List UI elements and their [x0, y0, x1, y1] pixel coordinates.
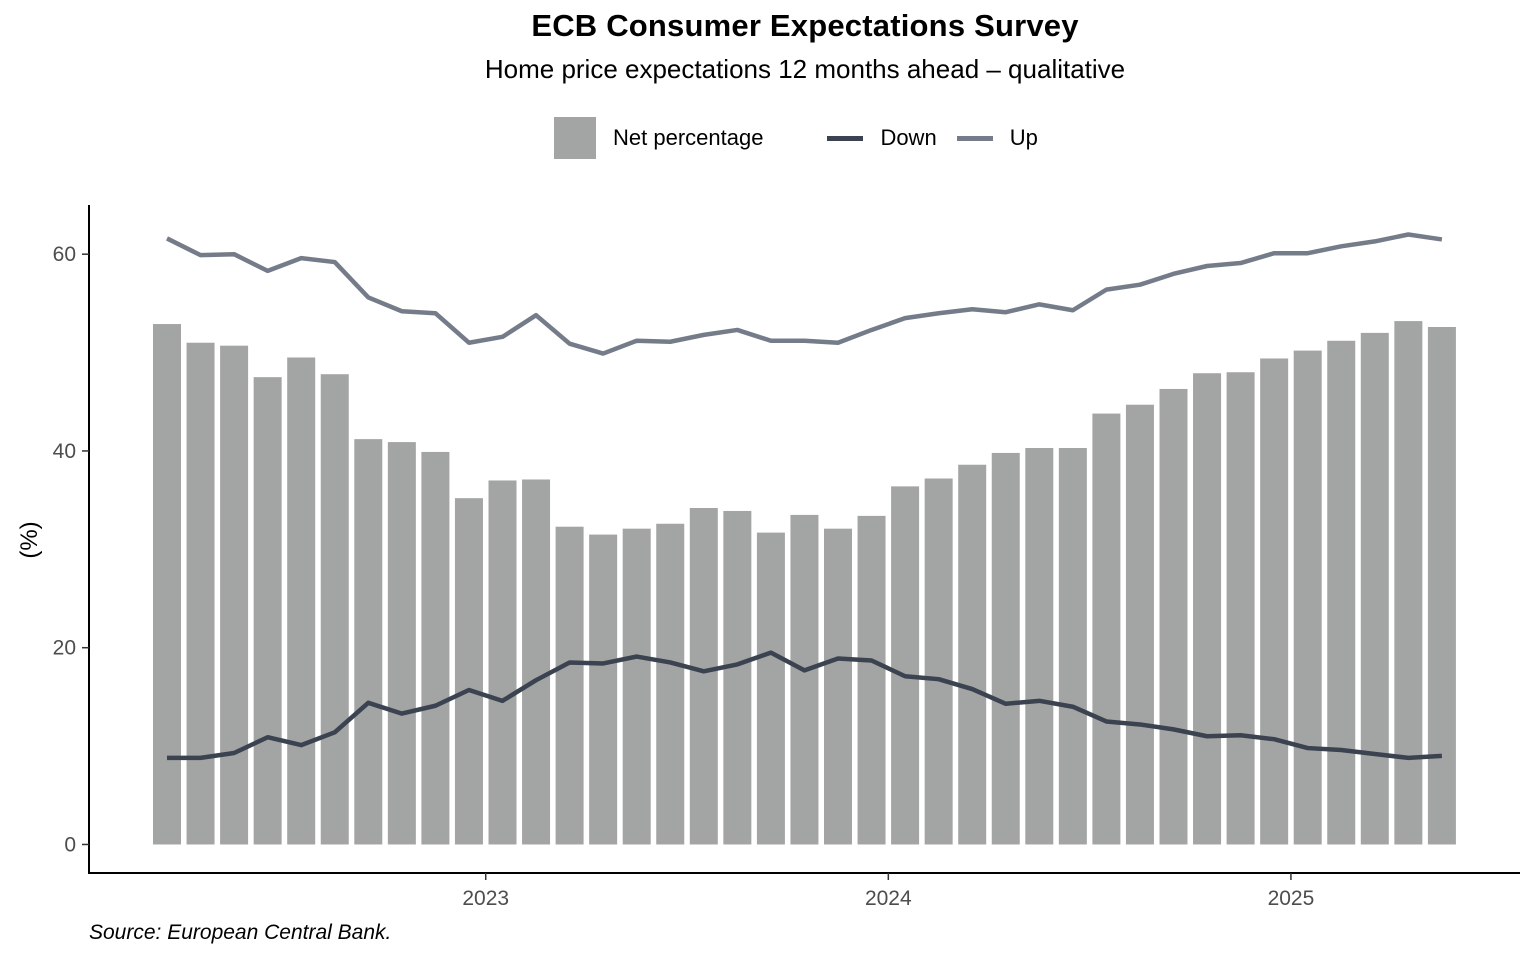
bar-2023-08 [689, 508, 718, 845]
bar-2023-10 [756, 532, 785, 845]
bar-2022-11 [387, 442, 416, 845]
y-tick-label-0: 0 [64, 833, 76, 856]
bar-2022-07 [253, 377, 282, 845]
legend-label-up: Up [1009, 125, 1038, 150]
bar-2024-10 [1159, 388, 1188, 845]
bar-2024-01 [857, 515, 886, 845]
legend-item-net-percentage: Net percentage [554, 117, 763, 159]
bar-2023-01 [454, 498, 483, 845]
bar-2023-06 [622, 528, 651, 845]
bar-2023-02 [488, 480, 517, 845]
bar-2022-09 [320, 374, 349, 845]
bar-2022-05 [186, 342, 215, 845]
line-down [167, 650, 1443, 761]
bar-2024-05 [991, 452, 1020, 845]
bar-2024-07 [1058, 448, 1087, 845]
bar-2024-02 [891, 486, 920, 845]
bar-2022-06 [220, 345, 249, 845]
bar-2022-08 [287, 357, 316, 845]
legend-swatch-up [956, 135, 993, 141]
bar-2023-05 [589, 534, 618, 845]
legend-label-net-percentage: Net percentage [613, 125, 764, 150]
legend-item-up: Up [956, 125, 1038, 151]
bar-2024-03 [924, 478, 953, 845]
y-tick-label-60: 60 [53, 243, 76, 266]
legend-item-down: Down [827, 125, 937, 151]
bar-2023-04 [555, 526, 584, 845]
bar-2022-12 [421, 451, 450, 845]
legend-swatch-net-percentage [554, 117, 596, 159]
bar-2024-06 [1025, 448, 1054, 845]
bar-2024-08 [1092, 413, 1121, 845]
chart-caption: Source: European Central Bank. [89, 921, 392, 944]
y-tick-label-40: 40 [53, 440, 76, 463]
bar-2022-04 [153, 324, 181, 845]
x-tick-label-2025: 2025 [1268, 887, 1315, 910]
bar-2025-03 [1327, 340, 1356, 845]
bar-2024-11 [1193, 373, 1222, 845]
legend-label-down: Down [880, 125, 937, 150]
bar-2025-02 [1293, 350, 1322, 845]
line-up [165, 232, 1443, 356]
bar-2023-12 [824, 528, 852, 845]
bar-2023-11 [790, 514, 819, 845]
chart-subtitle: Home price expectations 12 months ahead … [484, 54, 1126, 84]
lines-group [165, 232, 1443, 761]
y-tick-label-20: 20 [53, 637, 76, 660]
bar-2023-09 [723, 510, 752, 845]
bar-2025-05 [1394, 321, 1423, 845]
chart-legend: Net percentage Down Up [554, 116, 1038, 160]
y-axis-label: (%) [16, 521, 43, 558]
bar-2024-12 [1226, 372, 1255, 845]
legend-swatch-down [827, 135, 864, 141]
chart-title: ECB Consumer Expectations Survey [531, 8, 1079, 43]
bar-2023-03 [522, 479, 551, 845]
x-tick-label-2024: 2024 [865, 887, 912, 910]
x-tick-label-2023: 2023 [462, 887, 509, 910]
bar-2023-07 [656, 523, 685, 845]
bar-2025-04 [1360, 332, 1389, 845]
bar-2022-10 [354, 439, 383, 845]
bars-group [153, 321, 1456, 845]
axes-group: 0 20 40 60 2023 2024 2025 (%) [16, 205, 1520, 910]
bar-2025-01 [1260, 358, 1289, 845]
bar-2024-09 [1125, 404, 1154, 845]
bar-2024-04 [958, 464, 987, 845]
bar-2025-06 [1427, 326, 1456, 845]
